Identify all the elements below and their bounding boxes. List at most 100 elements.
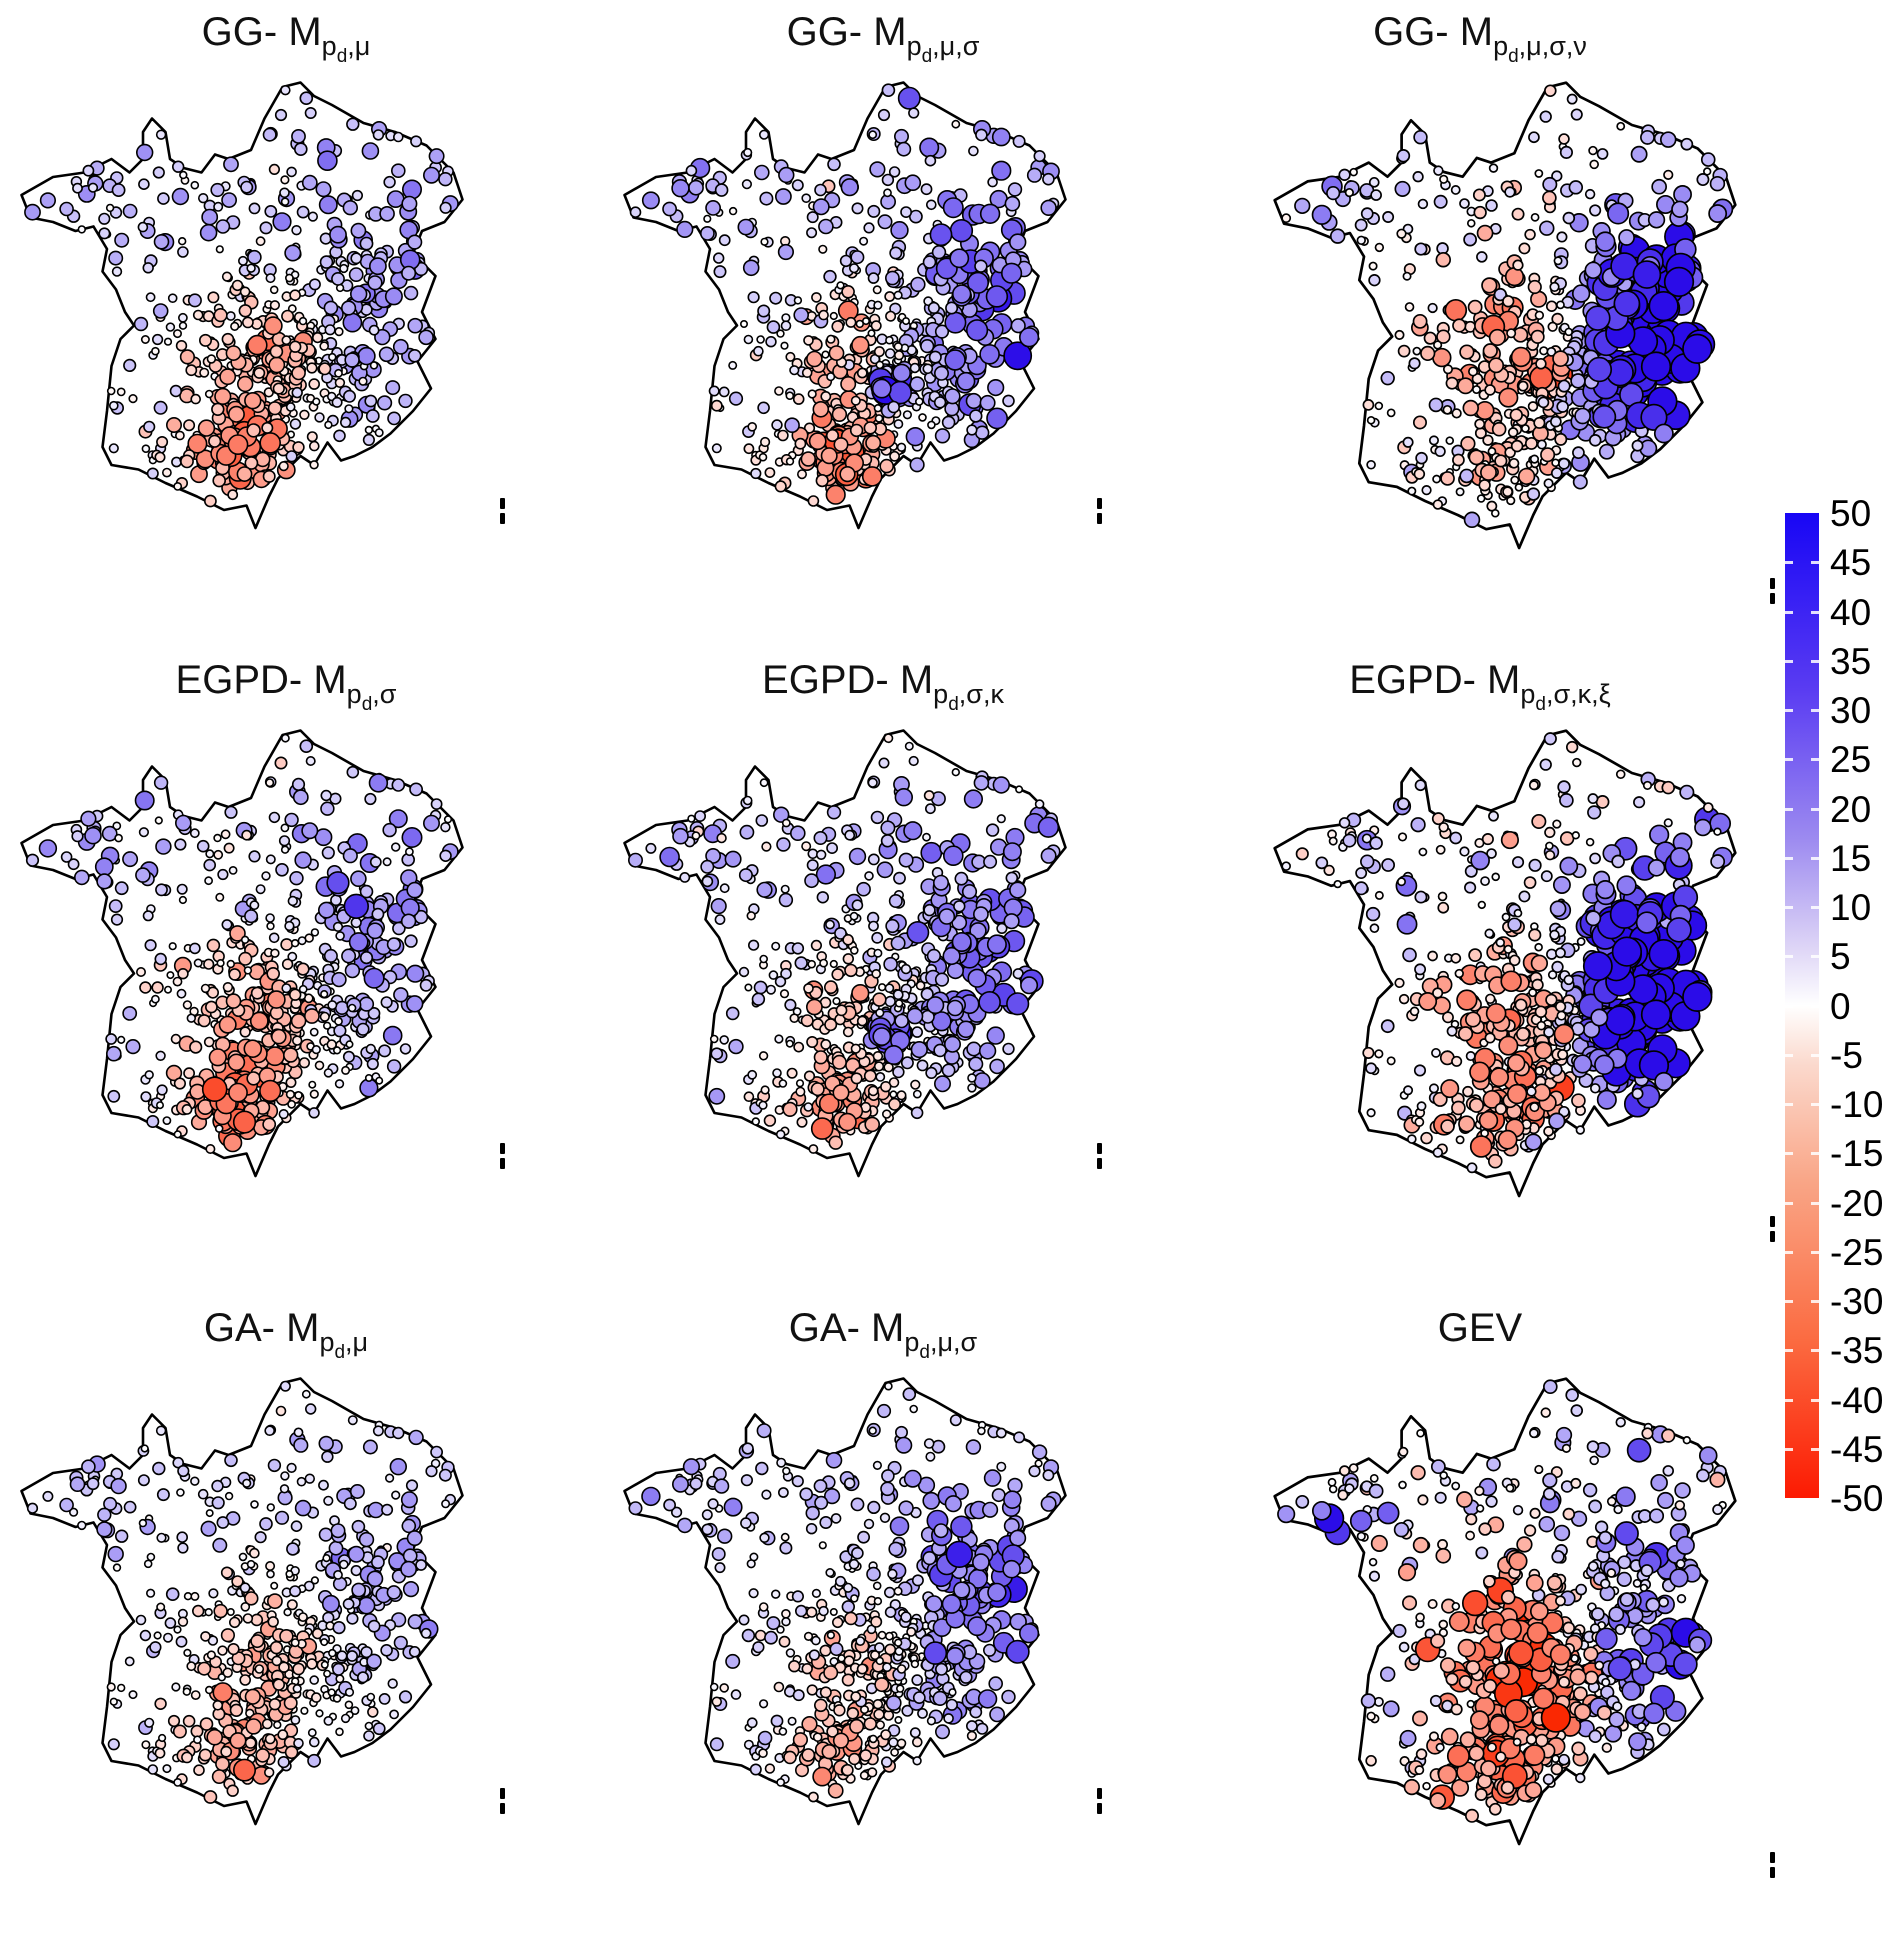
station-circle — [193, 958, 203, 968]
station-circle — [1526, 487, 1541, 501]
station-circle — [1526, 1086, 1537, 1097]
station-circle — [1488, 163, 1499, 173]
station-circle — [747, 1069, 758, 1080]
station-circle — [901, 317, 910, 326]
station-circle — [905, 427, 925, 447]
station-circle — [737, 218, 755, 236]
station-circle — [1428, 1083, 1439, 1094]
panel-title-subscript: pd,σ,κ — [933, 669, 1004, 715]
station-circle — [880, 1729, 892, 1741]
station-circle — [1457, 1026, 1474, 1042]
station-circle — [183, 419, 196, 432]
station-circle — [341, 948, 357, 964]
station-circle — [371, 907, 385, 921]
station-circle — [906, 920, 930, 944]
station-circle — [280, 175, 290, 185]
station-circle — [831, 968, 844, 981]
station-circle — [904, 741, 914, 751]
station-circle — [1539, 346, 1549, 356]
station-circle — [894, 787, 913, 807]
station-circle — [291, 386, 303, 399]
station-circle — [893, 419, 904, 429]
station-circle — [293, 142, 308, 156]
station-circle — [220, 1566, 234, 1579]
station-circle — [863, 222, 875, 234]
station-circle — [280, 84, 291, 96]
subscript-p: p — [1493, 31, 1509, 61]
station-circle — [1582, 951, 1613, 982]
station-circle — [1589, 204, 1602, 217]
station-circle — [938, 908, 956, 925]
station-circle — [241, 316, 254, 329]
station-circle — [323, 1495, 334, 1506]
station-circle — [890, 221, 909, 240]
station-circle — [923, 790, 935, 801]
station-circle — [742, 795, 753, 806]
station-circle — [1440, 471, 1455, 486]
station-circle — [875, 1720, 885, 1730]
station-circle — [925, 1451, 936, 1462]
station-circle — [365, 1043, 376, 1055]
france-map-gg-mu-sigma-nu — [1270, 78, 1740, 550]
station-circle — [893, 128, 909, 144]
station-circle — [987, 176, 998, 188]
station-circle — [346, 117, 360, 131]
station-circle — [1551, 312, 1564, 326]
station-circle — [68, 1507, 79, 1517]
station-circle — [709, 1682, 719, 1692]
station-circle — [951, 119, 961, 129]
station-circle — [261, 1718, 273, 1730]
station-circle — [814, 1698, 828, 1713]
france-map-egpd-sigma-kappa-xi — [1270, 726, 1740, 1198]
station-circle — [712, 252, 725, 264]
station-circle — [285, 1089, 296, 1100]
station-circle — [198, 1748, 212, 1762]
station-circle — [1543, 478, 1554, 489]
station-circle — [278, 461, 289, 472]
station-circle — [1386, 1056, 1396, 1066]
station-circle — [828, 1135, 843, 1150]
station-circle — [777, 429, 789, 442]
station-circle — [301, 174, 318, 191]
station-circle — [267, 1458, 282, 1473]
station-circle — [1559, 793, 1574, 808]
station-circle — [931, 245, 947, 260]
station-circle — [1559, 145, 1573, 159]
station-circle — [342, 848, 358, 864]
station-circle — [1488, 357, 1505, 374]
station-circle — [375, 1076, 384, 1085]
station-circle — [165, 322, 176, 332]
station-circle — [190, 1476, 200, 1486]
station-circle — [850, 946, 859, 955]
station-circle — [1452, 453, 1465, 467]
station-circle — [72, 182, 83, 194]
station-circle — [843, 1582, 854, 1593]
station-circle — [896, 1738, 907, 1749]
station-circle — [1587, 805, 1602, 820]
station-circle — [106, 1045, 122, 1062]
station-circle — [882, 1109, 892, 1119]
station-circle — [775, 1129, 786, 1140]
station-circle — [122, 851, 139, 868]
panel-title-subscript: pd,μ,σ,ν — [1493, 21, 1587, 67]
station-circle — [1470, 850, 1490, 871]
station-circle — [850, 395, 861, 406]
station-circle — [676, 220, 694, 238]
station-circle — [917, 1707, 928, 1719]
station-circle — [812, 198, 830, 216]
station-circle — [135, 143, 154, 162]
station-circle — [286, 1462, 297, 1473]
station-circle — [181, 1103, 193, 1115]
station-circle — [932, 874, 949, 891]
station-circle — [177, 1542, 189, 1554]
station-circle — [296, 205, 310, 219]
station-circle — [672, 827, 689, 845]
station-circle — [1442, 405, 1453, 415]
station-circle — [1504, 267, 1525, 287]
station-circle — [906, 1007, 924, 1025]
station-circle — [363, 1730, 375, 1742]
station-circle — [263, 316, 283, 336]
station-circle — [875, 1656, 884, 1666]
station-circle — [351, 1519, 366, 1534]
station-circle — [173, 1130, 182, 1139]
